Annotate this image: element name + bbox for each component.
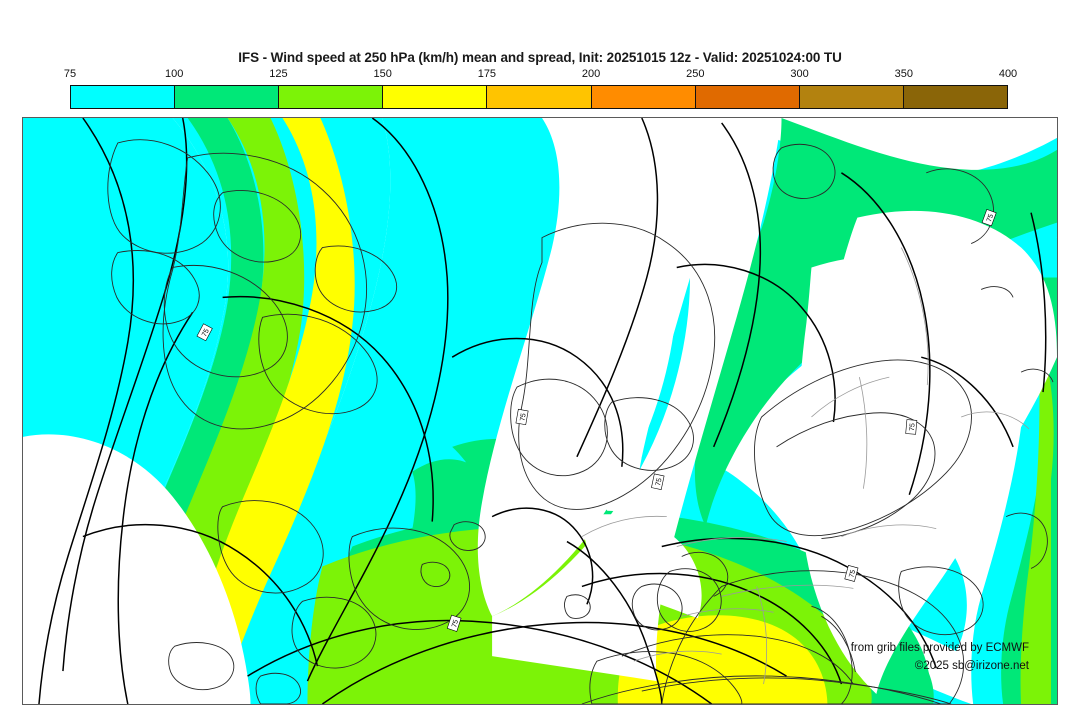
colorbar-segment-200-250 — [591, 86, 696, 108]
svg-text:75: 75 — [519, 413, 527, 422]
contour-lines — [38, 118, 1047, 704]
colorbar-tick-labels: 75100125150175200250300350400450 — [64, 68, 1017, 82]
colorbar-segment-250-300 — [695, 86, 800, 108]
svg-text:75: 75 — [848, 569, 857, 578]
svg-text:75: 75 — [201, 328, 211, 338]
colorbar-swatches — [70, 85, 1008, 109]
colorbar-segment-175-200 — [487, 86, 592, 108]
svg-text:75: 75 — [451, 619, 460, 629]
colorbar-segment-300-350 — [799, 86, 904, 108]
colorbar-tick-125: 125 — [269, 68, 288, 80]
svg-text:75: 75 — [986, 213, 995, 223]
band-150-175 — [162, 118, 828, 704]
colorbar-segment-100-125 — [175, 86, 280, 108]
colorbar-segment-150-175 — [383, 86, 488, 108]
colorbar-tick-200: 200 — [581, 68, 601, 80]
svg-text:75: 75 — [655, 477, 663, 486]
colorbar-segment-75-100 — [71, 86, 176, 108]
colorbar-tick-250: 250 — [686, 68, 705, 80]
coastlines — [107, 139, 1054, 704]
colorbar-tick-100: 100 — [165, 68, 184, 80]
wind-speed-field: 75 75 75 75 — [23, 118, 1057, 704]
colorbar-segment-125-150 — [279, 86, 384, 108]
svg-text:75: 75 — [909, 423, 917, 431]
colorbar-tick-150: 150 — [373, 68, 392, 80]
colorbar-tick-350: 350 — [894, 68, 913, 80]
colorbar-tick-175: 175 — [477, 68, 497, 80]
page-title: IFS - Wind speed at 250 hPa (km/h) mean … — [238, 50, 842, 65]
calm-regions-below-75 — [23, 118, 1057, 704]
colorbar-segment-350-400 — [903, 86, 1007, 108]
colorbar: 75100125150175200250300350400450 — [64, 68, 1017, 109]
country-borders — [581, 247, 1030, 685]
colorbar-tick-400: 400 — [998, 68, 1018, 80]
contour-labels: 75 75 75 75 — [196, 209, 997, 632]
colorbar-tick-75: 75 — [63, 68, 77, 80]
map-panel[interactable]: 75 75 75 75 — [22, 117, 1058, 705]
colorbar-tick-300: 300 — [790, 68, 809, 80]
